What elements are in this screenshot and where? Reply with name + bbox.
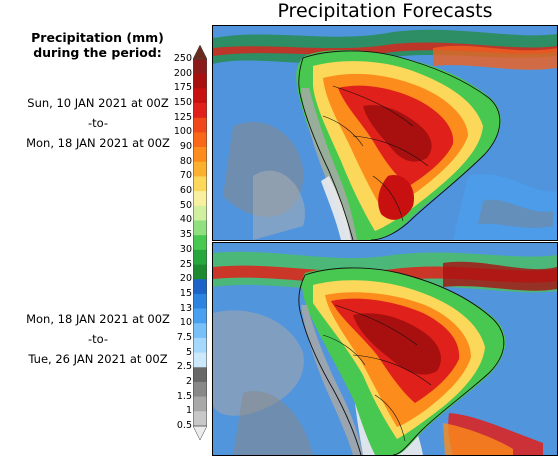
color-bar-segment bbox=[193, 293, 207, 309]
color-bar-tick-label: 5 bbox=[185, 346, 192, 358]
color-bar-tick-label: 35 bbox=[179, 229, 192, 241]
color-bar-frame bbox=[193, 58, 207, 427]
color-bar-segment bbox=[193, 161, 207, 177]
forecast-map-week-2 bbox=[212, 242, 558, 456]
color-bar-segment bbox=[193, 88, 207, 104]
color-bar-segment bbox=[193, 235, 207, 251]
color-bar-tick-label: 150 bbox=[173, 97, 192, 109]
legend-title-line2: during the period: bbox=[33, 45, 162, 60]
forecast-map-week-1 bbox=[212, 25, 558, 241]
color-bar-tick-label: 13 bbox=[179, 302, 192, 314]
color-bar-tick-label: 90 bbox=[179, 141, 192, 153]
color-bar-segment bbox=[193, 323, 207, 339]
color-bar-segment bbox=[193, 205, 207, 221]
map-week-1-graphic bbox=[213, 26, 557, 240]
color-bar-segment bbox=[193, 147, 207, 163]
color-bar-segment bbox=[193, 411, 207, 427]
color-bar-tick-label: 80 bbox=[179, 155, 192, 167]
period-2-end: Tue, 26 JAN 2021 at 00Z bbox=[28, 352, 168, 366]
period-1-start: Sun, 10 JAN 2021 at 00Z bbox=[27, 96, 169, 110]
color-bar-tick-label: 7.5 bbox=[176, 331, 192, 343]
legend-title-line1: Precipitation (mm) bbox=[31, 30, 164, 45]
color-bar-segment bbox=[193, 367, 207, 383]
color-bar-segment bbox=[193, 73, 207, 89]
period-1-separator: -to- bbox=[87, 116, 109, 130]
color-bar-tick-label: 2.5 bbox=[176, 361, 192, 373]
color-bar-segment bbox=[193, 191, 207, 207]
color-bar-tick-label: 175 bbox=[173, 82, 192, 94]
color-bar-tick-label: 20 bbox=[179, 273, 192, 285]
color-bar-segment bbox=[193, 103, 207, 119]
color-bar-tick-label: 2 bbox=[185, 375, 192, 387]
color-bar-tick-label: 70 bbox=[179, 170, 192, 182]
color-bar-tick-label: 60 bbox=[179, 185, 192, 197]
color-bar-segment bbox=[193, 132, 207, 148]
color-bar-segment bbox=[193, 264, 207, 280]
color-bar-segment bbox=[193, 249, 207, 265]
color-bar-segment bbox=[193, 279, 207, 295]
color-bar-tick-label: 15 bbox=[179, 287, 192, 299]
color-bar-tick-label: 0.5 bbox=[176, 420, 192, 431]
color-bar-tick-label: 10 bbox=[179, 317, 192, 329]
color-bar-tick-label: 25 bbox=[179, 258, 192, 270]
color-bar-segment bbox=[193, 352, 207, 368]
precipitation-color-bar bbox=[193, 45, 207, 440]
color-bar-tick-label: 250 bbox=[173, 53, 192, 64]
color-bar-max-arrow bbox=[193, 45, 207, 60]
color-bar-tick-label: 125 bbox=[173, 111, 192, 123]
color-bar-segment bbox=[193, 176, 207, 192]
color-bar-segment bbox=[193, 308, 207, 324]
color-bar-tick-label: 200 bbox=[173, 67, 192, 79]
color-bar-tick-label: 30 bbox=[179, 243, 192, 255]
period-2-start: Mon, 18 JAN 2021 at 00Z bbox=[26, 312, 170, 326]
period-2-separator: -to- bbox=[87, 332, 109, 346]
color-bar-tick-label: 1 bbox=[185, 405, 192, 417]
page-title: Precipitation Forecasts bbox=[277, 0, 493, 22]
map-week-2-graphic bbox=[213, 243, 557, 455]
period-1-end: Mon, 18 JAN 2021 at 00Z bbox=[26, 136, 170, 150]
color-bar-segment bbox=[193, 117, 207, 133]
color-bar-segment bbox=[193, 337, 207, 353]
color-bar-tick-label: 50 bbox=[179, 199, 192, 211]
color-bar-segment bbox=[193, 220, 207, 236]
color-bar-tick-label: 1.5 bbox=[176, 390, 192, 402]
color-bar-tick-label: 100 bbox=[173, 126, 192, 138]
legend-title: Precipitation (mm) during the period: bbox=[0, 30, 195, 60]
color-bar-segment bbox=[193, 396, 207, 412]
color-bar-min-arrow bbox=[193, 425, 207, 440]
period-1-label: Sun, 10 JAN 2021 at 00Z -to- Mon, 18 JAN… bbox=[0, 93, 196, 153]
period-2-label: Mon, 18 JAN 2021 at 00Z -to- Tue, 26 JAN… bbox=[0, 309, 196, 369]
color-bar-tick-label: 40 bbox=[179, 214, 192, 226]
color-bar-segment bbox=[193, 59, 207, 74]
color-bar-segment bbox=[193, 381, 207, 397]
color-bar-ticks: 250 200 175 150 125 100 90 80 70 60 50 40 35 30 25 20 15… bbox=[160, 0, 192, 457]
